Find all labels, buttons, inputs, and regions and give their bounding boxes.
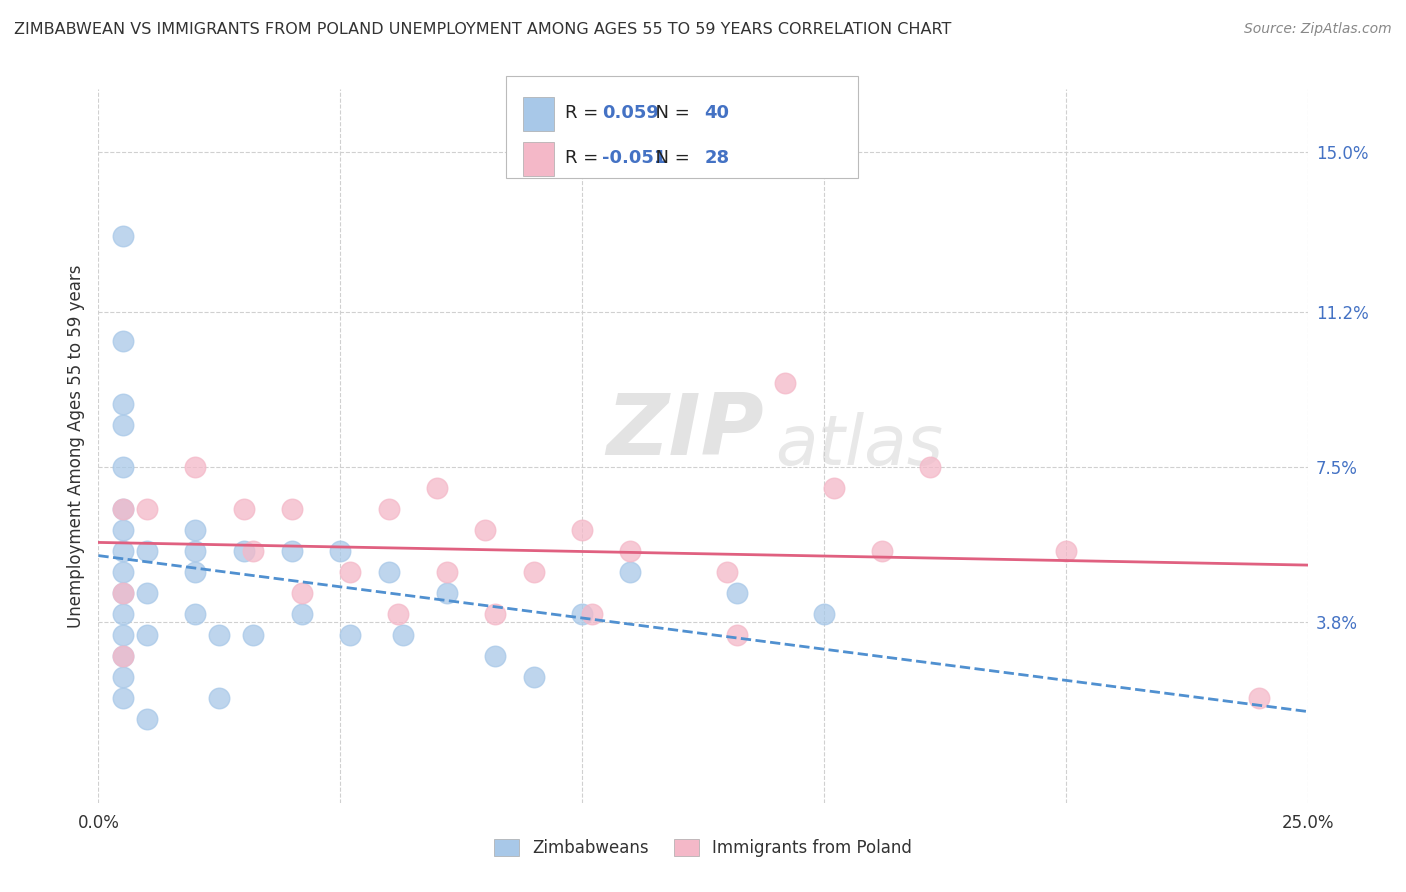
Point — [111, 334, 134, 348]
Point — [111, 523, 134, 537]
Point — [111, 397, 134, 411]
Point — [823, 481, 845, 495]
Point — [716, 565, 738, 579]
Point — [281, 502, 304, 516]
Text: R =: R = — [565, 104, 605, 122]
Point — [474, 523, 496, 537]
Point — [242, 544, 264, 558]
Point — [208, 628, 231, 642]
Point — [135, 712, 157, 726]
Point — [392, 628, 415, 642]
Point — [111, 417, 134, 432]
Point — [111, 670, 134, 684]
Point — [619, 544, 641, 558]
Point — [184, 523, 207, 537]
Point — [184, 460, 207, 475]
Point — [111, 607, 134, 621]
Point — [1249, 690, 1271, 705]
Point — [232, 544, 254, 558]
Point — [135, 586, 157, 600]
Point — [184, 607, 207, 621]
Point — [111, 648, 134, 663]
Point — [290, 607, 312, 621]
Point — [111, 690, 134, 705]
Text: R =: R = — [565, 149, 605, 167]
Point — [111, 586, 134, 600]
Point — [426, 481, 449, 495]
Point — [523, 565, 546, 579]
Point — [242, 628, 264, 642]
Text: Source: ZipAtlas.com: Source: ZipAtlas.com — [1244, 22, 1392, 37]
Text: 0.059: 0.059 — [602, 104, 658, 122]
Point — [111, 628, 134, 642]
Text: 28: 28 — [704, 149, 730, 167]
Point — [387, 607, 409, 621]
Point — [571, 607, 593, 621]
Text: atlas: atlas — [776, 412, 943, 480]
Point — [1054, 544, 1077, 558]
Point — [111, 586, 134, 600]
Point — [813, 607, 835, 621]
Point — [111, 502, 134, 516]
Point — [329, 544, 352, 558]
Point — [135, 544, 157, 558]
Point — [184, 565, 207, 579]
Text: 40: 40 — [704, 104, 730, 122]
Point — [111, 229, 134, 244]
Point — [523, 670, 546, 684]
Point — [290, 586, 312, 600]
Text: N =: N = — [644, 149, 696, 167]
Point — [571, 523, 593, 537]
Point — [484, 607, 506, 621]
Point — [339, 628, 361, 642]
Y-axis label: Unemployment Among Ages 55 to 59 years: Unemployment Among Ages 55 to 59 years — [66, 264, 84, 628]
Point — [208, 690, 231, 705]
Text: ZIP: ZIP — [606, 390, 763, 474]
Text: -0.051: -0.051 — [602, 149, 666, 167]
Text: N =: N = — [644, 104, 696, 122]
Point — [581, 607, 603, 621]
Point — [135, 502, 157, 516]
Point — [111, 648, 134, 663]
Point — [436, 586, 458, 600]
Point — [377, 565, 399, 579]
Point — [870, 544, 893, 558]
Point — [773, 376, 796, 390]
Point — [281, 544, 304, 558]
Point — [111, 460, 134, 475]
Point — [725, 586, 748, 600]
Point — [111, 544, 134, 558]
Point — [339, 565, 361, 579]
Point — [111, 565, 134, 579]
Point — [135, 628, 157, 642]
Point — [184, 544, 207, 558]
Point — [111, 502, 134, 516]
Text: ZIMBABWEAN VS IMMIGRANTS FROM POLAND UNEMPLOYMENT AMONG AGES 55 TO 59 YEARS CORR: ZIMBABWEAN VS IMMIGRANTS FROM POLAND UNE… — [14, 22, 952, 37]
Point — [619, 565, 641, 579]
Point — [484, 648, 506, 663]
Point — [920, 460, 942, 475]
Point — [377, 502, 399, 516]
Legend: Zimbabweans, Immigrants from Poland: Zimbabweans, Immigrants from Poland — [485, 831, 921, 866]
Point — [725, 628, 748, 642]
Point — [436, 565, 458, 579]
Point — [232, 502, 254, 516]
